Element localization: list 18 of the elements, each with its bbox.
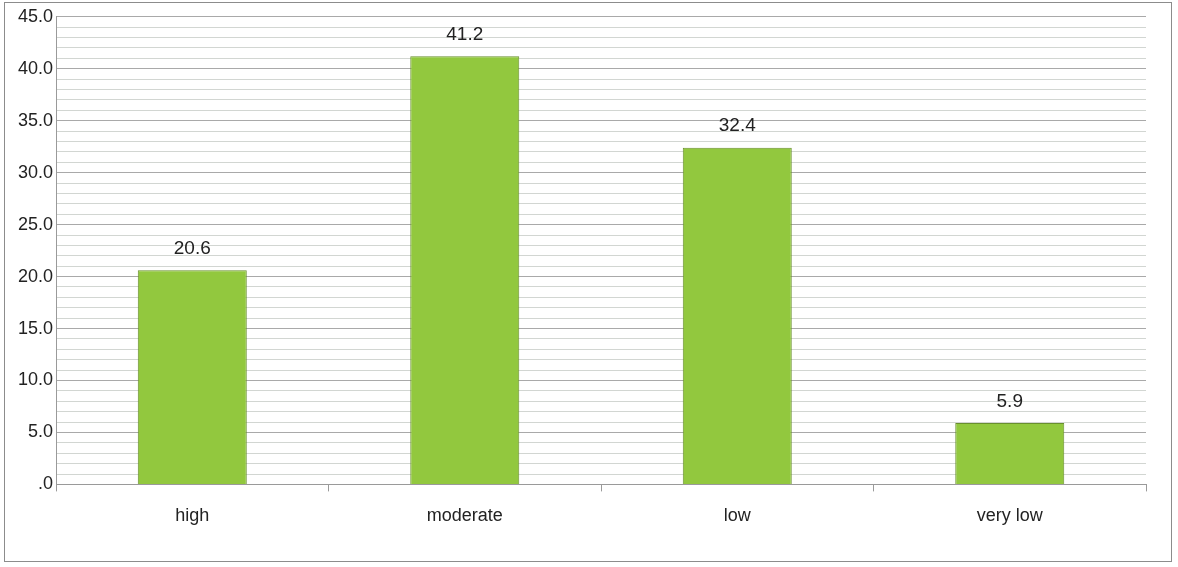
- y-tick-label: 15.0: [17, 317, 54, 338]
- x-tick-label: high: [175, 505, 210, 526]
- y-tick-label: 10.0: [17, 369, 54, 390]
- data-label: 41.2: [446, 23, 484, 45]
- x-tick-label: very low: [976, 505, 1044, 526]
- x-tick-label: low: [723, 505, 752, 526]
- data-label: 5.9: [996, 389, 1023, 411]
- y-tick-label: 25.0: [17, 213, 54, 234]
- y-tick-label: 5.0: [28, 421, 54, 442]
- data-label: 20.6: [173, 237, 211, 259]
- y-tick-label: 35.0: [17, 109, 54, 130]
- y-tick-label: 20.0: [17, 265, 54, 286]
- y-tick-label: 40.0: [17, 57, 54, 78]
- y-tick-label: .0: [38, 473, 54, 494]
- y-tick-label: 45.0: [17, 5, 54, 26]
- x-tick-label: moderate: [426, 505, 503, 526]
- data-label: 32.4: [718, 114, 757, 136]
- y-tick-label: 30.0: [17, 161, 54, 182]
